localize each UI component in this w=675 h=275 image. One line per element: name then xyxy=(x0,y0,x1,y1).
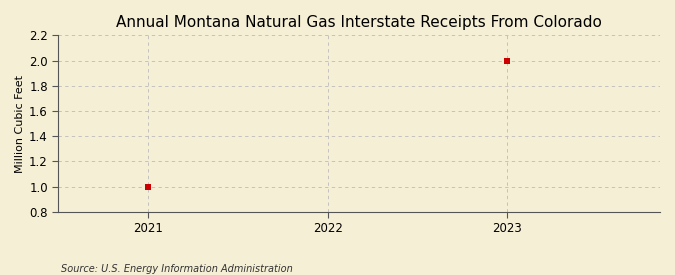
Y-axis label: Million Cubic Feet: Million Cubic Feet xyxy=(15,75,25,173)
Title: Annual Montana Natural Gas Interstate Receipts From Colorado: Annual Montana Natural Gas Interstate Re… xyxy=(116,15,602,30)
Text: Source: U.S. Energy Information Administration: Source: U.S. Energy Information Administ… xyxy=(61,264,292,274)
